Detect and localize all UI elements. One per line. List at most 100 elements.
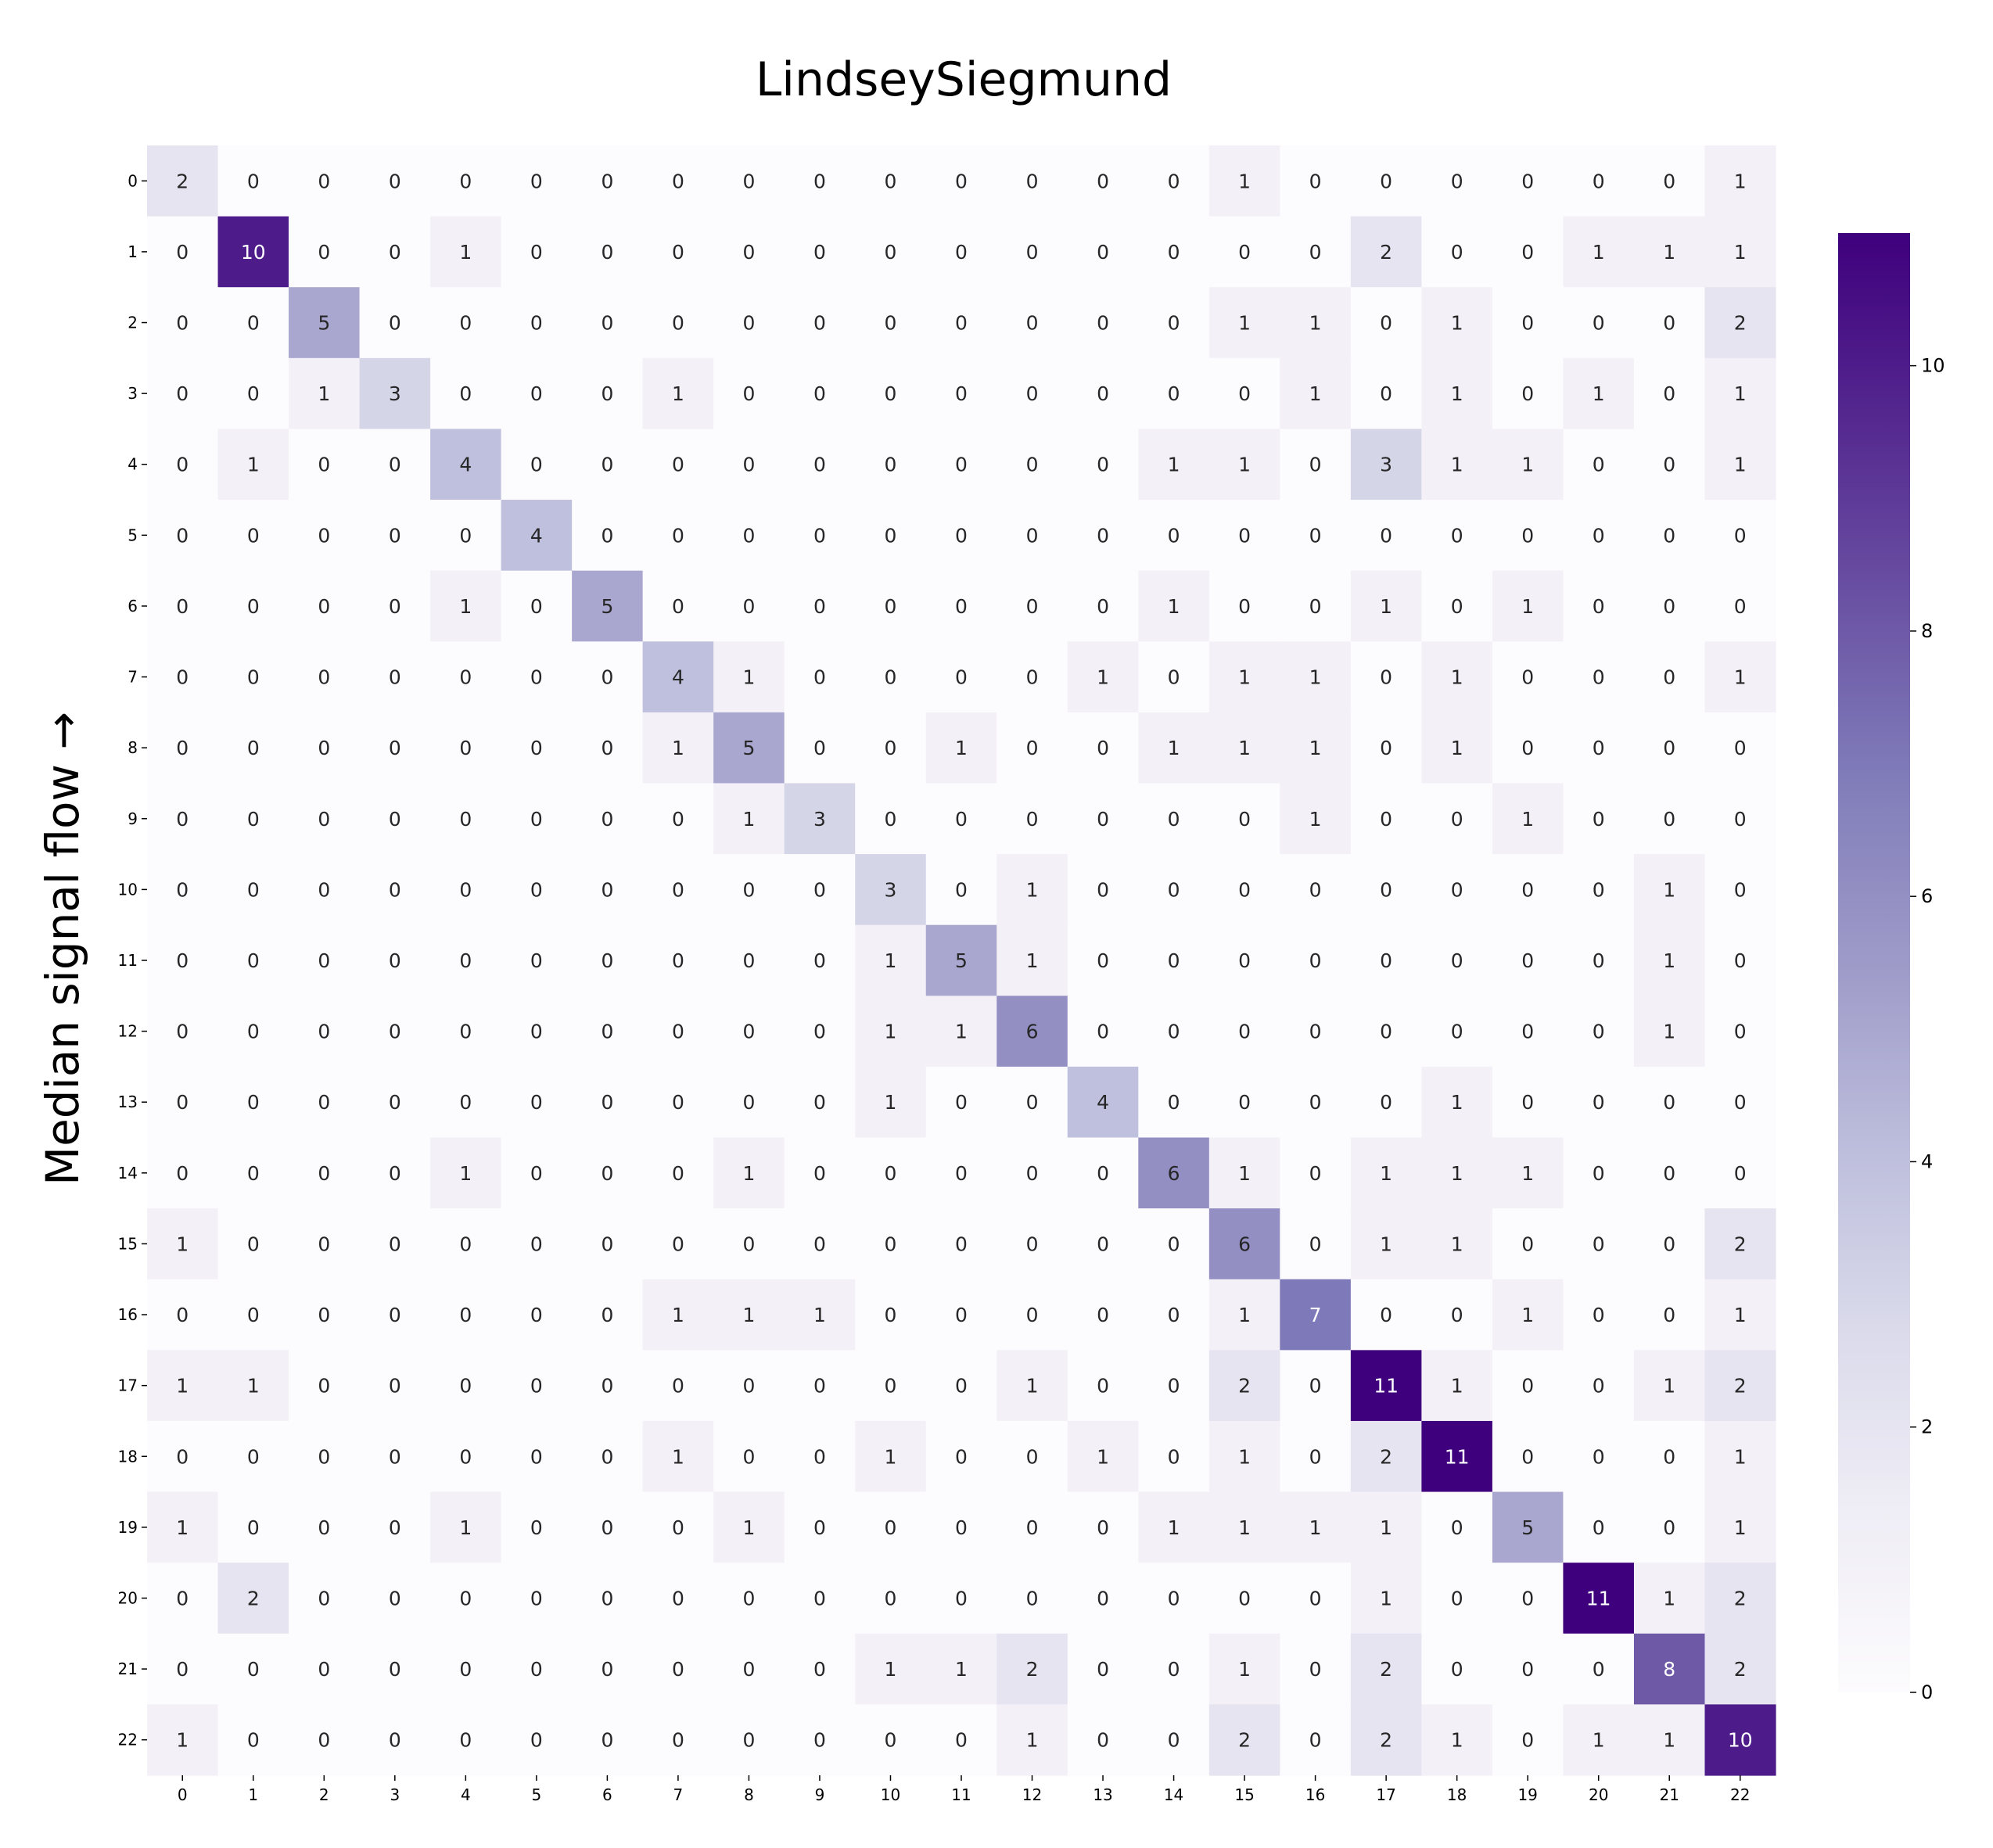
cell-value-label: 0 bbox=[1521, 1091, 1534, 1114]
heatmap-cell bbox=[217, 1491, 289, 1563]
cell-value-label: 1 bbox=[1451, 1233, 1463, 1255]
heatmap-cell bbox=[572, 1633, 644, 1705]
heatmap-cell bbox=[784, 1704, 856, 1776]
cell-value-label: 0 bbox=[247, 312, 260, 335]
heatmap-cell bbox=[1067, 216, 1139, 288]
cell-value-label: 1 bbox=[1238, 1516, 1251, 1539]
cell-value-label: 0 bbox=[1309, 454, 1322, 476]
cell-value-label: 0 bbox=[813, 524, 826, 547]
cell-value-label: 0 bbox=[885, 454, 897, 476]
cell-value-label: 1 bbox=[1380, 1233, 1392, 1255]
cell-value-label: 0 bbox=[742, 1445, 755, 1468]
heatmap-cell bbox=[1067, 1491, 1139, 1563]
cell-value-label: 0 bbox=[530, 454, 543, 476]
cell-value-label: 1 bbox=[1451, 1162, 1463, 1185]
cell-value-label: 0 bbox=[955, 1091, 968, 1114]
heatmap-cell bbox=[1280, 641, 1352, 713]
cell-value-label: 0 bbox=[1238, 808, 1251, 831]
heatmap-cell bbox=[430, 1704, 502, 1776]
heatmap-cell bbox=[430, 429, 502, 501]
cell-value-label: 0 bbox=[1663, 1304, 1675, 1326]
cell-value-label: 0 bbox=[1097, 524, 1109, 547]
heatmap-cell bbox=[713, 500, 785, 572]
cell-value-label: 0 bbox=[247, 1516, 260, 1539]
cell-value-label: 1 bbox=[1380, 1587, 1392, 1609]
cell-value-label: 0 bbox=[1168, 1375, 1180, 1398]
cell-value-label: 0 bbox=[672, 524, 684, 547]
heatmap-cell bbox=[855, 1350, 927, 1422]
x-tick-label: 22 bbox=[1730, 1785, 1750, 1804]
heatmap-cell bbox=[217, 1704, 289, 1776]
cell-value-label: 0 bbox=[742, 1233, 755, 1255]
cell-value-label: 0 bbox=[318, 1375, 330, 1398]
cell-value-label: 1 bbox=[1663, 1021, 1675, 1043]
heatmap-cell bbox=[289, 996, 361, 1068]
cell-value-label: 0 bbox=[1451, 878, 1463, 901]
heatmap-cell bbox=[501, 145, 573, 217]
heatmap-cell bbox=[1704, 357, 1776, 430]
heatmap-cell bbox=[1138, 996, 1210, 1068]
heatmap-cell bbox=[713, 1420, 785, 1493]
cell-value-label: 0 bbox=[389, 1445, 401, 1468]
heatmap-cell bbox=[1208, 924, 1280, 996]
cell-value-label: 0 bbox=[885, 1375, 897, 1398]
cell-value-label: 0 bbox=[1663, 1091, 1675, 1114]
heatmap-cell bbox=[784, 357, 856, 430]
heatmap-cell bbox=[713, 1633, 785, 1705]
cell-value-label: 0 bbox=[601, 1658, 613, 1681]
cell-value-label: 2 bbox=[1380, 1445, 1392, 1468]
cell-value-label: 0 bbox=[247, 808, 260, 831]
heatmap-cell bbox=[289, 854, 361, 926]
cell-value-label: 1 bbox=[1238, 1162, 1251, 1185]
heatmap-cell bbox=[713, 1137, 785, 1209]
heatmap-cell bbox=[501, 1350, 573, 1422]
cell-value-label: 0 bbox=[318, 1304, 330, 1326]
cell-value-label: 1 bbox=[1451, 312, 1463, 335]
cell-value-label: 0 bbox=[176, 524, 189, 547]
heatmap-cell bbox=[996, 1633, 1068, 1705]
cell-value-label: 1 bbox=[1026, 878, 1039, 901]
cell-value-label: 1 bbox=[1026, 1375, 1039, 1398]
x-tick-label: 11 bbox=[951, 1785, 971, 1804]
cell-value-label: 1 bbox=[672, 1304, 684, 1326]
heatmap-cell bbox=[147, 996, 219, 1068]
cell-value-label: 0 bbox=[1451, 170, 1463, 192]
heatmap-cell bbox=[1280, 1066, 1352, 1139]
cell-value-label: 0 bbox=[955, 170, 968, 192]
cell-value-label: 0 bbox=[1593, 1516, 1605, 1539]
cell-value-label: 0 bbox=[318, 241, 330, 264]
cell-value-label: 0 bbox=[1593, 454, 1605, 476]
heatmap-cell bbox=[1563, 287, 1635, 359]
heatmap-cell bbox=[359, 712, 431, 784]
cell-value-label: 0 bbox=[813, 1658, 826, 1681]
y-tick-label: 6 bbox=[127, 597, 138, 615]
heatmap-cell bbox=[713, 570, 785, 642]
heatmap-cell bbox=[430, 216, 502, 288]
cell-value-label: 1 bbox=[176, 1516, 189, 1539]
cell-value-label: 0 bbox=[176, 1162, 189, 1185]
cell-value-label: 1 bbox=[955, 1021, 968, 1043]
cell-value-label: 0 bbox=[530, 170, 543, 192]
heatmap-cell bbox=[1208, 712, 1280, 784]
cell-value-label: 0 bbox=[1734, 595, 1747, 618]
cell-value-label: 0 bbox=[318, 1587, 330, 1609]
cell-value-label: 0 bbox=[389, 1091, 401, 1114]
cell-value-label: 1 bbox=[1734, 666, 1747, 689]
cell-value-label: 0 bbox=[1734, 737, 1747, 759]
heatmap-cell bbox=[642, 287, 714, 359]
cell-value-label: 0 bbox=[530, 241, 543, 264]
heatmap-cell bbox=[784, 1279, 856, 1351]
cell-value-label: 1 bbox=[1451, 382, 1463, 405]
cell-value-label: 0 bbox=[885, 1162, 897, 1185]
cell-value-label: 0 bbox=[1663, 595, 1675, 618]
heatmap-cell bbox=[784, 996, 856, 1068]
cell-value-label: 2 bbox=[1734, 1658, 1747, 1681]
cell-value-label: 1 bbox=[1663, 241, 1675, 264]
x-axis-ticks: 0 1 2 3 4 5 6 7 8 9 10 11 12 13 14 15 16 17 18 19 20 21 22 bbox=[178, 1775, 1750, 1804]
cell-value-label: 0 bbox=[530, 1233, 543, 1255]
cell-value-label: 0 bbox=[742, 382, 755, 405]
cell-value-label: 0 bbox=[1309, 878, 1322, 901]
heatmap-cell bbox=[1633, 1066, 1706, 1139]
heatmap-cell bbox=[359, 1066, 431, 1139]
cell-value-label: 0 bbox=[813, 666, 826, 689]
